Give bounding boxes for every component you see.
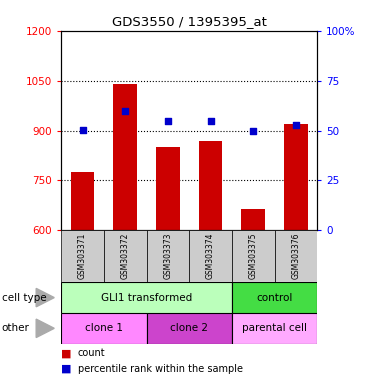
Point xyxy=(79,126,85,132)
Bar xyxy=(71,172,94,230)
Point xyxy=(207,118,213,124)
Point xyxy=(250,127,256,134)
Text: clone 2: clone 2 xyxy=(170,323,208,333)
Text: parental cell: parental cell xyxy=(242,323,307,333)
Bar xyxy=(232,313,317,344)
Text: other: other xyxy=(2,323,30,333)
Bar xyxy=(104,230,147,282)
Bar xyxy=(275,230,317,282)
Text: cell type: cell type xyxy=(2,293,46,303)
Bar xyxy=(232,230,275,282)
Bar xyxy=(61,282,232,313)
Text: percentile rank within the sample: percentile rank within the sample xyxy=(78,364,243,374)
Text: control: control xyxy=(256,293,293,303)
Bar xyxy=(147,230,189,282)
Text: GSM303375: GSM303375 xyxy=(249,233,258,280)
Polygon shape xyxy=(36,288,54,307)
Text: GSM303374: GSM303374 xyxy=(206,233,215,280)
Text: GSM303373: GSM303373 xyxy=(163,233,173,280)
Text: ■: ■ xyxy=(61,348,72,358)
Bar xyxy=(147,313,232,344)
Bar xyxy=(114,84,137,230)
Text: clone 1: clone 1 xyxy=(85,323,123,333)
Bar xyxy=(61,230,104,282)
Bar xyxy=(242,209,265,230)
Bar xyxy=(284,124,308,230)
Point xyxy=(165,118,171,124)
Title: GDS3550 / 1395395_at: GDS3550 / 1395395_at xyxy=(112,15,267,28)
Bar xyxy=(189,230,232,282)
Bar xyxy=(199,141,222,230)
Text: ■: ■ xyxy=(61,364,72,374)
Point xyxy=(293,121,299,127)
Polygon shape xyxy=(36,319,54,338)
Text: count: count xyxy=(78,348,105,358)
Bar xyxy=(61,313,147,344)
Text: GLI1 transformed: GLI1 transformed xyxy=(101,293,192,303)
Bar xyxy=(156,147,180,230)
Text: GSM303376: GSM303376 xyxy=(291,233,301,280)
Text: GSM303372: GSM303372 xyxy=(121,233,130,280)
Text: GSM303371: GSM303371 xyxy=(78,233,87,280)
Bar xyxy=(232,282,317,313)
Point xyxy=(122,108,128,114)
